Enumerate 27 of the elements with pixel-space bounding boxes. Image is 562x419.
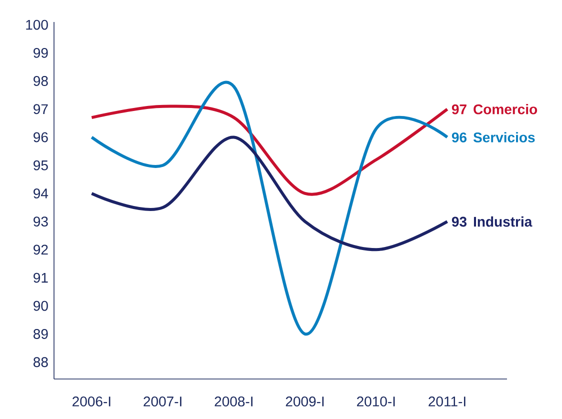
x-tick-label: 2009-I bbox=[286, 396, 324, 406]
y-tick-label: 90 bbox=[34, 300, 48, 311]
series-label: Comercio bbox=[474, 104, 538, 114]
data-label: 93 bbox=[452, 216, 467, 227]
y-tick-label: 89 bbox=[34, 329, 48, 339]
x-tick-label: 2008-I bbox=[214, 396, 252, 406]
series-label: Industria bbox=[474, 216, 532, 227]
y-tick-label: 93 bbox=[34, 216, 48, 227]
y-tick-label: 92 bbox=[34, 244, 48, 255]
x-tick-label: 2006-I bbox=[72, 396, 110, 406]
y-tick-label: 91 bbox=[34, 272, 48, 283]
y-tick-label: 95 bbox=[34, 160, 48, 170]
y-tick-label: 100 bbox=[26, 20, 48, 30]
y-tick-label: 94 bbox=[34, 188, 48, 198]
data-label: 97 bbox=[452, 104, 466, 114]
y-tick-label: 99 bbox=[34, 48, 48, 58]
line-series bbox=[90, 104, 449, 196]
y-tick-label: 98 bbox=[34, 76, 48, 86]
series-label: Servicios bbox=[473, 132, 535, 142]
data-label: 96 bbox=[452, 132, 467, 142]
line-series bbox=[90, 136, 449, 252]
x-tick-label: 2010-I bbox=[357, 396, 395, 406]
y-tick-label: 97 bbox=[34, 104, 48, 114]
x-tick-label: 2011-I bbox=[428, 396, 466, 406]
y-tick-label: 96 bbox=[34, 132, 48, 142]
y-tick-label: 88 bbox=[34, 357, 48, 368]
x-tick-label: 2007-I bbox=[144, 396, 182, 406]
